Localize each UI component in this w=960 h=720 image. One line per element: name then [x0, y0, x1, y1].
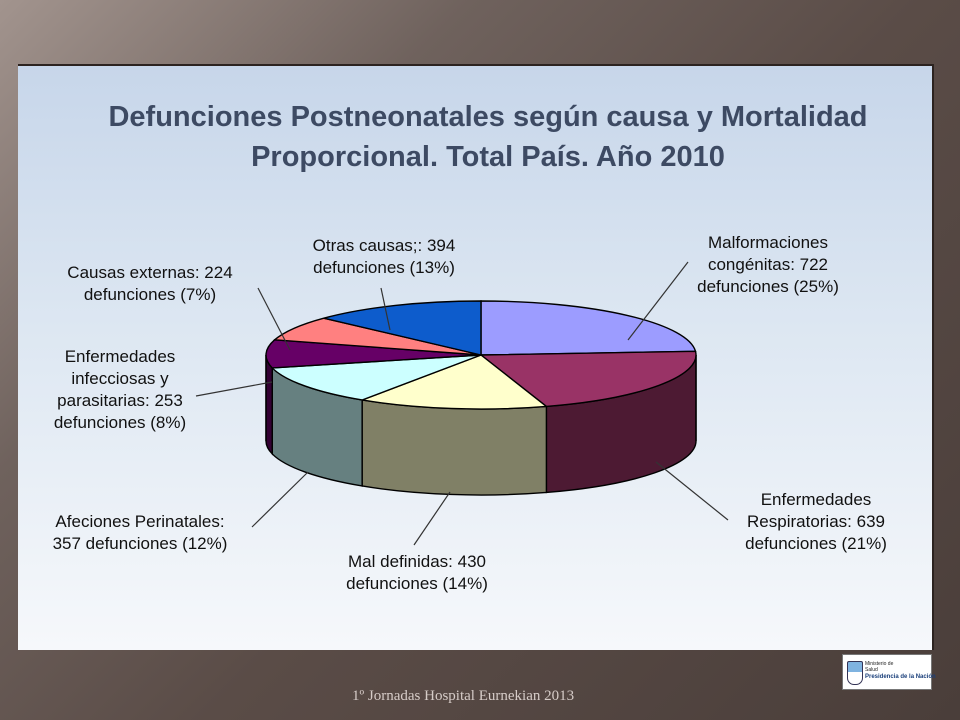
- chart-title-line-2: Proporcional. Total País. Año 2010: [251, 141, 725, 173]
- slice-label-2-line-1: defunciones (14%): [346, 574, 488, 593]
- pie-slice-6: [323, 300, 482, 356]
- slice-label-4: Enfermedades infecciosas y parasitarias: 2…: [54, 347, 186, 432]
- slice-labels: Malformaciones congénitas: 722 defunciones…: [53, 233, 887, 593]
- ministry-logo: Ministerio de Salud Presidencia de la Na…: [842, 654, 936, 690]
- leader-line-0: [627, 261, 689, 341]
- pie-slice-0: [480, 300, 697, 356]
- pie-slice-4: [265, 339, 482, 369]
- slice-label-0-line-2: defunciones (25%): [697, 277, 839, 296]
- leader-line-6: [380, 287, 391, 331]
- slice-label-5-line-1: defunciones (7%): [84, 285, 216, 304]
- slice-label-1: Enfermedades Respiratorias: 639 defuncione…: [745, 490, 887, 553]
- pie-slice-2: [359, 354, 549, 410]
- pie-slice-1: [479, 350, 697, 408]
- pie-wall-4: [265, 354, 273, 456]
- slice-label-0: Malformaciones congénitas: 722 defunciones…: [697, 233, 839, 296]
- leader-line-3: [251, 471, 309, 528]
- slice-label-6-line-0: Otras causas;: 394: [313, 236, 456, 255]
- slice-label-0-line-0: Malformaciones: [708, 233, 828, 252]
- slice-label-4-line-1: infecciosas y: [71, 369, 169, 388]
- crest-icon: [847, 661, 863, 685]
- pie-slice-5: [272, 317, 482, 356]
- slice-label-6-line-1: defunciones (13%): [313, 258, 455, 277]
- slice-label-3: Afeciones Perinatales: 357 defunciones (1…: [53, 512, 228, 553]
- slice-label-2: Mal definidas: 430 defunciones (14%): [346, 552, 488, 593]
- slice-label-4-line-3: defunciones (8%): [54, 413, 186, 432]
- leader-line-5: [257, 287, 291, 351]
- slice-label-5-line-0: Causas externas: 224: [67, 263, 232, 282]
- slice-label-1-line-2: defunciones (21%): [745, 534, 887, 553]
- footer-text: 1º Jornadas Hospital Eurnekian 2013: [352, 688, 575, 704]
- pie-wall-2: [361, 399, 548, 496]
- slice-label-5: Causas externas: 224 defunciones (7%): [67, 263, 232, 304]
- slice-label-0-line-1: congénitas: 722: [708, 255, 828, 274]
- slice-label-4-line-0: Enfermedades: [65, 347, 176, 366]
- logo-ministry-text: Ministerio de Salud: [865, 661, 894, 673]
- leader-line-1: [655, 461, 729, 521]
- pie-side-walls: [265, 354, 697, 496]
- chart-title-line-1: Defunciones Postneonatales según causa y…: [108, 101, 868, 133]
- slice-label-4-line-2: parasitarias: 253: [57, 391, 183, 410]
- slice-label-3-line-1: 357 defunciones (12%): [53, 534, 228, 553]
- slice-label-3-line-0: Afeciones Perinatales:: [55, 512, 224, 531]
- pie-slice-3: [270, 354, 482, 401]
- logo-presidency-text: Presidencia de la Nación: [865, 674, 936, 680]
- leader-line-2: [413, 491, 451, 546]
- slice-label-1-line-0: Enfermedades: [761, 490, 872, 509]
- leader-line-4: [195, 381, 273, 397]
- slice-label-6: Otras causas;: 394 defunciones (13%): [313, 236, 456, 277]
- pie-top-slices: [265, 300, 697, 410]
- leader-lines: [195, 261, 729, 546]
- slice-label-1-line-1: Respiratorias: 639: [747, 512, 885, 531]
- slice-label-2-line-0: Mal definidas: 430: [348, 552, 486, 571]
